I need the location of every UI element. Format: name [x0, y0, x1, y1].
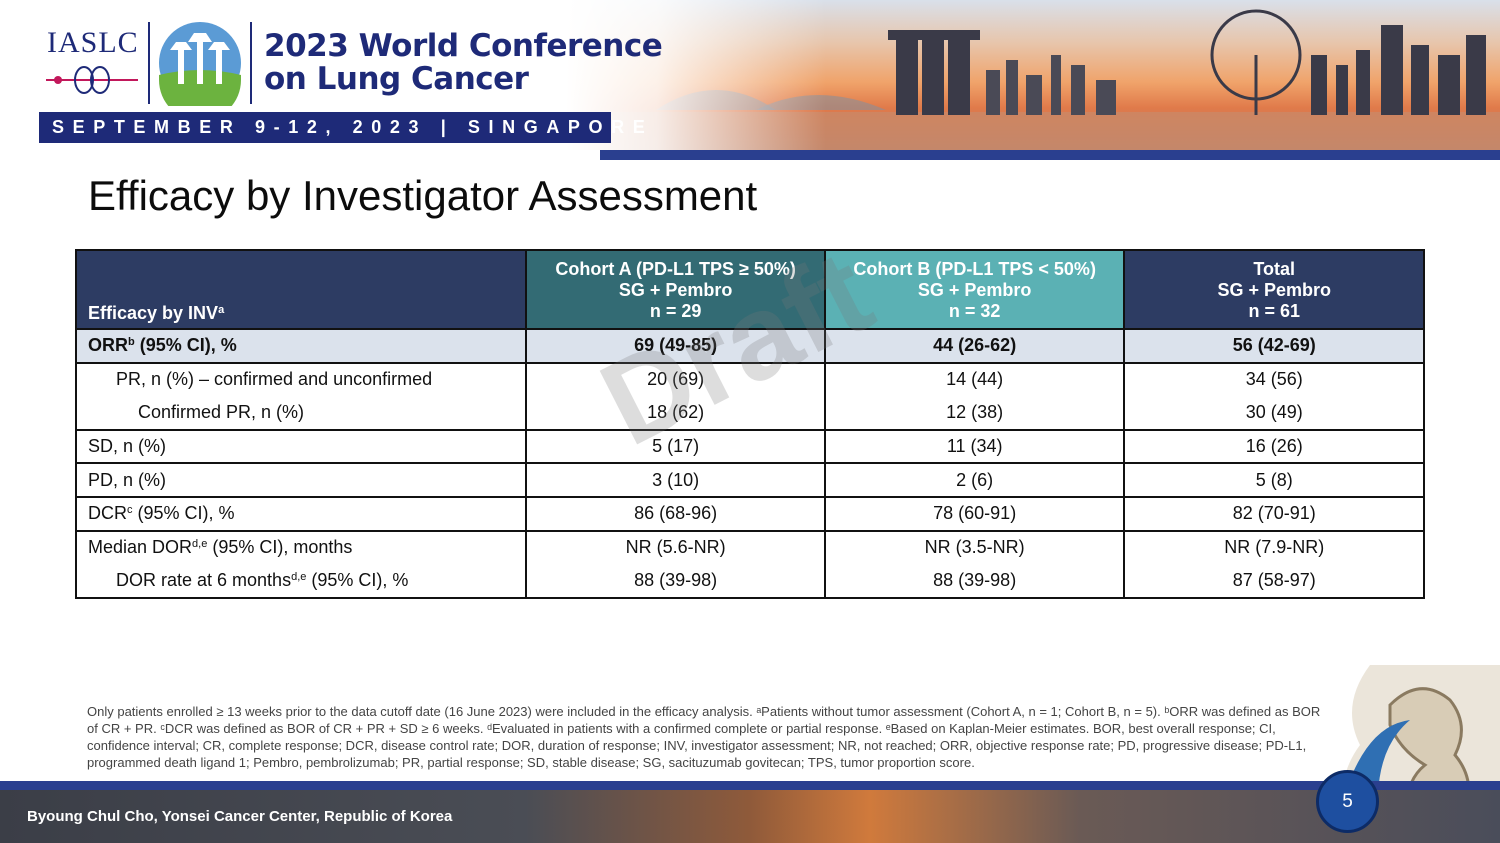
cell-cohort-b: 14 (44)	[823, 362, 1126, 397]
cell-cohort-a: 18 (62)	[525, 396, 826, 430]
cell-cohort-a: NR (5.6-NR)	[525, 529, 826, 565]
banner-underline	[600, 150, 1500, 160]
cell-total: NR (7.9-NR)	[1123, 529, 1425, 565]
cell-cohort-b: 44 (26-62)	[823, 328, 1126, 364]
row-label: SD, n (%)	[74, 428, 528, 464]
cell-total: 16 (26)	[1123, 428, 1425, 464]
footer-banner	[0, 790, 1500, 843]
conference-title-line1: 2023 World Conference	[264, 28, 663, 64]
row-label: Confirmed PR, n (%)	[74, 396, 528, 430]
iaslc-logo-text: IASLC	[47, 26, 139, 59]
cell-cohort-b: 78 (60-91)	[823, 495, 1126, 531]
table-row-sd: SD, n (%) 5 (17) 11 (34) 16 (26)	[74, 428, 1425, 464]
row-label: DOR rate at 6 monthsd,e (95% CI), %	[74, 564, 528, 599]
supertree-logo	[158, 20, 242, 121]
logo-divider	[148, 22, 150, 104]
row-label: PD, n (%)	[74, 462, 528, 497]
cell-cohort-a: 69 (49-85)	[525, 328, 826, 364]
cell-total: 34 (56)	[1123, 362, 1425, 397]
table-row-dor-6mo: DOR rate at 6 monthsd,e (95% CI), % 88 (…	[74, 564, 1425, 599]
cell-total: 56 (42-69)	[1123, 328, 1425, 364]
slide-title: Efficacy by Investigator Assessment	[88, 172, 758, 219]
conference-header: IASLC 2023 World Conference on Lung Canc…	[0, 0, 1500, 160]
cell-cohort-b: 88 (39-98)	[823, 564, 1126, 599]
table-row-pr: PR, n (%) – confirmed and unconfirmed 20…	[74, 362, 1425, 397]
cell-total: 82 (70-91)	[1123, 495, 1425, 531]
cell-cohort-a: 86 (68-96)	[525, 495, 826, 531]
conference-title: 2023 World Conference on Lung Cancer	[264, 28, 663, 97]
lungs-icon	[44, 60, 140, 103]
footer-accent-line	[0, 781, 1500, 790]
table-header-row: Efficacy by INVa Cohort A (PD-L1 TPS ≥ 5…	[74, 249, 1425, 330]
cell-cohort-a: 3 (10)	[525, 462, 826, 497]
cell-cohort-b: 11 (34)	[823, 428, 1126, 464]
row-label: DCRc (95% CI), %	[74, 495, 528, 531]
table-row-dcr: DCRc (95% CI), % 86 (68-96) 78 (60-91) 8…	[74, 495, 1425, 531]
efficacy-table-wrapper: Efficacy by INVa Cohort A (PD-L1 TPS ≥ 5…	[74, 249, 1425, 599]
conference-title-line2: on Lung Cancer	[264, 61, 529, 97]
cell-total: 5 (8)	[1123, 462, 1425, 497]
cell-cohort-b: 2 (6)	[823, 462, 1126, 497]
cell-total: 30 (49)	[1123, 396, 1425, 430]
header-cohort-a: Cohort A (PD-L1 TPS ≥ 50%) SG + Pembro n…	[525, 249, 826, 330]
footnote-text: Only patients enrolled ≥ 13 weeks prior …	[87, 704, 1321, 770]
row-label: Median DORd,e (95% CI), months	[74, 529, 528, 565]
cell-cohort-a: 5 (17)	[525, 428, 826, 464]
header-efficacy-label: Efficacy by INVa	[74, 249, 528, 330]
cell-cohort-a: 20 (69)	[525, 362, 826, 397]
table-row-confirmed-pr: Confirmed PR, n (%) 18 (62) 12 (38) 30 (…	[74, 396, 1425, 430]
cell-cohort-a: 88 (39-98)	[525, 564, 826, 599]
presenter-credit: Byoung Chul Cho, Yonsei Cancer Center, R…	[27, 808, 453, 825]
date-location-bar: SEPTEMBER 9-12, 2023 | SINGAPORE	[39, 112, 645, 143]
efficacy-table: Efficacy by INVa Cohort A (PD-L1 TPS ≥ 5…	[74, 249, 1425, 599]
cell-cohort-b: 12 (38)	[823, 396, 1126, 430]
header-total: Total SG + Pembro n = 61	[1123, 249, 1425, 330]
cell-cohort-b: NR (3.5-NR)	[823, 529, 1126, 565]
table-row-orr: ORRb (95% CI), % 69 (49-85) 44 (26-62) 5…	[74, 328, 1425, 364]
row-label: PR, n (%) – confirmed and unconfirmed	[74, 362, 528, 397]
header-cohort-b: Cohort B (PD-L1 TPS < 50%) SG + Pembro n…	[823, 249, 1126, 330]
row-label: ORRb (95% CI), %	[74, 328, 528, 364]
cell-total: 87 (58-97)	[1123, 564, 1425, 599]
logo-divider	[250, 22, 252, 104]
page-number: 5	[1316, 770, 1379, 833]
table-row-pd: PD, n (%) 3 (10) 2 (6) 5 (8)	[74, 462, 1425, 497]
table-row-median-dor: Median DORd,e (95% CI), months NR (5.6-N…	[74, 529, 1425, 565]
